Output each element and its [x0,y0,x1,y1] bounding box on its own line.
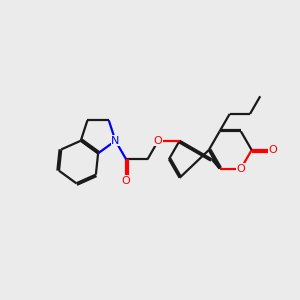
Text: O: O [122,176,130,186]
Text: O: O [237,164,245,173]
Text: O: O [154,136,163,146]
Text: N: N [111,136,120,146]
Text: O: O [269,145,278,155]
